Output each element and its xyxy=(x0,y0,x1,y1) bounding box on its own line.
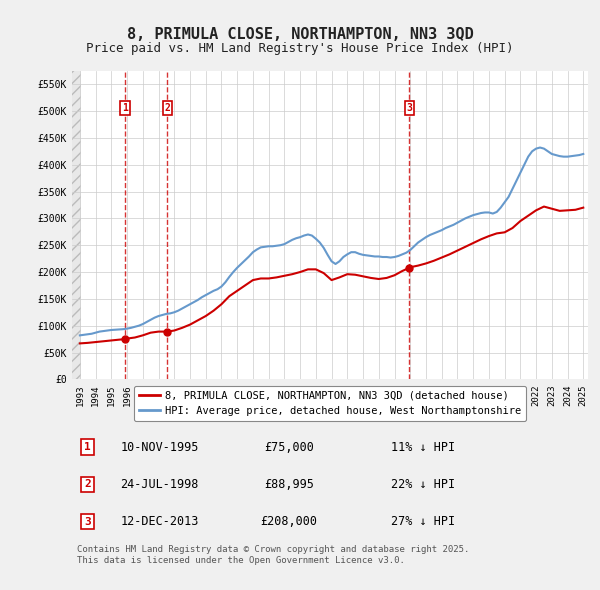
Text: 2: 2 xyxy=(84,480,91,489)
Text: £208,000: £208,000 xyxy=(260,515,317,528)
Bar xyxy=(72,71,82,379)
Text: 3: 3 xyxy=(407,103,412,113)
Text: 8, PRIMULA CLOSE, NORTHAMPTON, NN3 3QD: 8, PRIMULA CLOSE, NORTHAMPTON, NN3 3QD xyxy=(127,27,473,41)
Text: Contains HM Land Registry data © Crown copyright and database right 2025.
This d: Contains HM Land Registry data © Crown c… xyxy=(77,545,470,565)
Text: 24-JUL-1998: 24-JUL-1998 xyxy=(121,478,199,491)
Text: 1: 1 xyxy=(84,442,91,452)
Text: £88,995: £88,995 xyxy=(264,478,314,491)
Text: Price paid vs. HM Land Registry's House Price Index (HPI): Price paid vs. HM Land Registry's House … xyxy=(86,42,514,55)
Text: 3: 3 xyxy=(84,517,91,527)
Text: 27% ↓ HPI: 27% ↓ HPI xyxy=(391,515,455,528)
Legend: 8, PRIMULA CLOSE, NORTHAMPTON, NN3 3QD (detached house), HPI: Average price, det: 8, PRIMULA CLOSE, NORTHAMPTON, NN3 3QD (… xyxy=(134,385,526,421)
Text: £75,000: £75,000 xyxy=(264,441,314,454)
Text: 2: 2 xyxy=(164,103,170,113)
Text: 12-DEC-2013: 12-DEC-2013 xyxy=(121,515,199,528)
Text: 22% ↓ HPI: 22% ↓ HPI xyxy=(391,478,455,491)
Text: 1: 1 xyxy=(122,103,128,113)
Text: 10-NOV-1995: 10-NOV-1995 xyxy=(121,441,199,454)
Text: 11% ↓ HPI: 11% ↓ HPI xyxy=(391,441,455,454)
